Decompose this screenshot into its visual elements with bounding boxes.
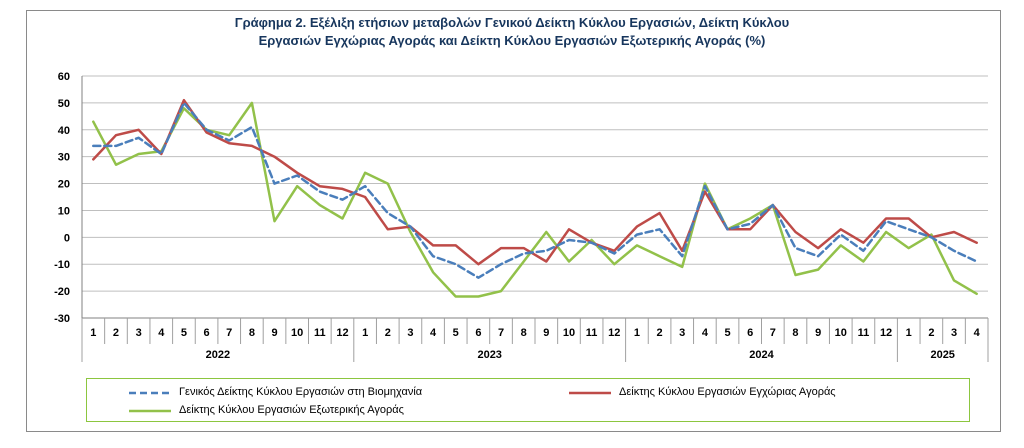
x-tick-label: 11 bbox=[314, 327, 326, 339]
y-axis: -30 -20 -10 0 10 20 30 40 50 60 bbox=[54, 71, 83, 325]
y-tick-label: 50 bbox=[58, 98, 70, 110]
series-line-general bbox=[92, 101, 978, 279]
legend-swatch-dashed-blue bbox=[129, 391, 171, 395]
series-line-external bbox=[92, 101, 978, 298]
x-tick-label: 5 bbox=[181, 327, 187, 339]
x-tick-label: 3 bbox=[679, 327, 685, 339]
x-tick-label: 9 bbox=[815, 327, 821, 339]
x-tick-label: 2 bbox=[385, 327, 391, 339]
legend-label-external: Δείκτης Κύκλου Εργασιών Εξωτερικής Αγορά… bbox=[179, 404, 404, 416]
y-tick-label: 0 bbox=[64, 232, 70, 244]
x-tick-label: 10 bbox=[835, 327, 847, 339]
x-tick-label: 8 bbox=[521, 327, 527, 339]
series-line-domestic bbox=[92, 98, 978, 266]
y-tick-label: 40 bbox=[58, 125, 70, 137]
legend: Γενικός Δείκτης Κύκλου Εργασιών στη Βιομ… bbox=[86, 378, 970, 422]
x-tick-label: 7 bbox=[770, 327, 776, 339]
x-tick-label: 12 bbox=[336, 327, 348, 339]
legend-swatch-green bbox=[129, 409, 171, 413]
series-lines bbox=[92, 98, 978, 298]
gridlines bbox=[82, 75, 988, 319]
y-tick-label: -30 bbox=[54, 313, 70, 325]
y-tick-label: 30 bbox=[58, 152, 70, 164]
x-tick-label: 1 bbox=[362, 327, 368, 339]
y-tick-label: 10 bbox=[58, 205, 70, 217]
x-tick-label: 7 bbox=[226, 327, 232, 339]
x-tick-label: 4 bbox=[430, 327, 437, 339]
y-tick-label: -20 bbox=[54, 286, 70, 298]
x-tick-label: 5 bbox=[453, 327, 459, 339]
chart-title-line-2: Εργασιών Εγχώριας Αγοράς και Δείκτη Κύκλ… bbox=[258, 33, 766, 48]
x-tick-label: 10 bbox=[563, 327, 575, 339]
x-tick-label: 2 bbox=[928, 327, 934, 339]
x-tick-label: 6 bbox=[747, 327, 753, 339]
x-tick-label: 8 bbox=[792, 327, 798, 339]
x-tick-label: 3 bbox=[951, 327, 957, 339]
x-tick-label: 3 bbox=[407, 327, 413, 339]
x-tick-label: 4 bbox=[158, 327, 165, 339]
x-tick-label: 11 bbox=[586, 327, 598, 339]
chart-title-line-1: Γράφημα 2. Εξέλιξη ετήσιων μεταβολών Γεν… bbox=[234, 15, 790, 30]
x-tick-label: 9 bbox=[271, 327, 277, 339]
x-tick-label: 1 bbox=[90, 327, 96, 339]
x-tick-label: 11 bbox=[858, 327, 870, 339]
x-tick-label: 12 bbox=[608, 327, 620, 339]
x-tick-label: 4 bbox=[974, 327, 981, 339]
x-tick-label: 6 bbox=[204, 327, 210, 339]
year-label: 2024 bbox=[749, 349, 774, 361]
legend-swatch-red bbox=[569, 391, 611, 395]
x-tick-label: 7 bbox=[498, 327, 504, 339]
x-tick-label: 4 bbox=[702, 327, 709, 339]
legend-item-external: Δείκτης Κύκλου Εργασιών Εξωτερικής Αγορά… bbox=[127, 404, 547, 418]
chart-frame bbox=[26, 10, 1001, 432]
x-tick-label: 2 bbox=[113, 327, 119, 339]
y-tick-label: 20 bbox=[58, 179, 70, 191]
x-tick-label: 1 bbox=[634, 327, 640, 339]
x-axis: 1 2 3 4 5 6 7 8 9 10 11 12 1 2 3 4 5 6 7 8 9 10 11 12 1 2 3 4 5 6 7 8 9 1… bbox=[81, 317, 989, 362]
legend-item-general: Γενικός Δείκτης Κύκλου Εργασιών στη Βιομ… bbox=[127, 386, 547, 400]
x-tick-label: 9 bbox=[543, 327, 549, 339]
x-tick-label: 2 bbox=[657, 327, 663, 339]
legend-label-domestic: Δείκτης Κύκλου Εργασιών Εγχώριας Αγοράς bbox=[619, 386, 836, 398]
year-label: 2022 bbox=[206, 349, 230, 361]
x-tick-label: 12 bbox=[880, 327, 892, 339]
y-tick-label: 60 bbox=[58, 71, 70, 83]
x-tick-label: 5 bbox=[724, 327, 730, 339]
legend-item-domestic: Δείκτης Κύκλου Εργασιών Εγχώριας Αγοράς bbox=[567, 386, 947, 400]
year-label: 2023 bbox=[477, 349, 501, 361]
legend-label-general: Γενικός Δείκτης Κύκλου Εργασιών στη Βιομ… bbox=[179, 386, 423, 398]
chart-title: Γράφημα 2. Εξέλιξη ετήσιων μεταβολών Γεν… bbox=[0, 14, 1024, 50]
x-tick-label: 1 bbox=[906, 327, 912, 339]
y-tick-label: -10 bbox=[54, 259, 70, 271]
x-tick-label: 10 bbox=[291, 327, 303, 339]
year-label: 2025 bbox=[930, 349, 954, 361]
x-tick-label: 8 bbox=[249, 327, 255, 339]
x-tick-label: 6 bbox=[475, 327, 481, 339]
x-tick-label: 3 bbox=[136, 327, 142, 339]
